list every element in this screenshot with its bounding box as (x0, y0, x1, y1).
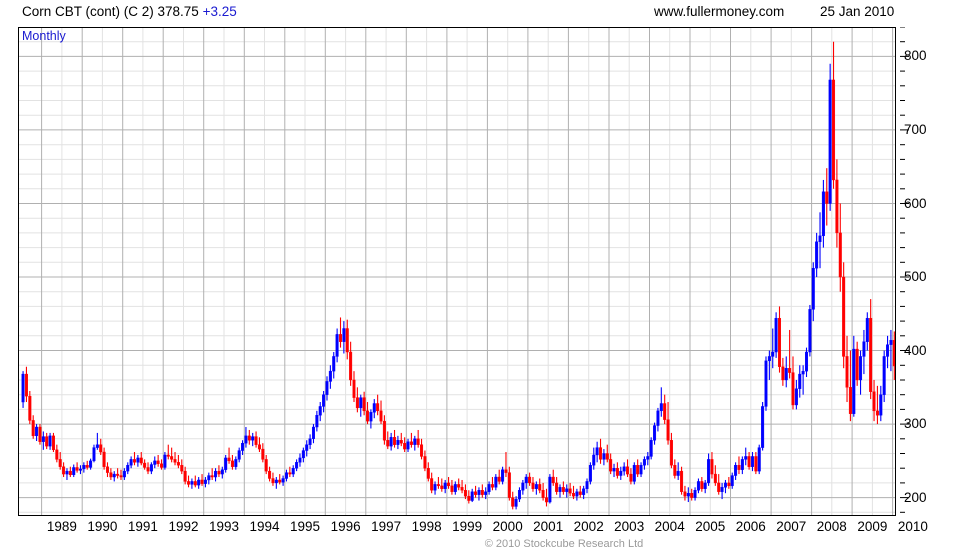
x-tick-label: 2000 (492, 519, 523, 534)
x-tick-label: 1993 (208, 519, 240, 534)
x-tick-label: 1994 (249, 519, 280, 534)
y-tick-label: 200 (904, 489, 927, 505)
x-tick-label: 2001 (533, 519, 564, 534)
y-tick-label: 700 (904, 121, 927, 137)
y-tick-label: 300 (904, 416, 927, 432)
instrument-title: Corn CBT (cont) (C 2) 378.75 +3.25 (22, 2, 237, 22)
instrument-name: Corn CBT (cont) (C 2) 378.75 (22, 4, 199, 19)
x-tick-label: 1989 (46, 519, 77, 534)
plot-frame (18, 27, 896, 516)
x-tick-label: 2004 (654, 519, 685, 534)
website-label: www.fullermoney.com (654, 4, 785, 19)
x-tick-label: 2008 (816, 519, 847, 534)
x-tick-label: 1991 (127, 519, 158, 534)
x-tick-label: 2009 (857, 519, 888, 534)
y-axis-labels: 200 300 400 500 600 700 800 (900, 0, 980, 560)
y-tick-label: 800 (904, 48, 927, 64)
grid-minor-lines (18, 27, 896, 516)
ohlc-bars (21, 41, 896, 510)
chart-date: 25 Jan 2010 (820, 4, 895, 19)
x-tick-label: 1990 (87, 519, 118, 534)
x-tick-label: 2006 (735, 519, 766, 534)
x-tick-label: 2010 (897, 519, 928, 534)
x-tick-label: 2005 (695, 519, 726, 534)
y-tick-label: 400 (904, 342, 927, 358)
x-tick-label: 1998 (411, 519, 442, 534)
x-tick-label: 1992 (168, 519, 199, 534)
copyright-notice: © 2010 Stockcube Research Ltd (0, 538, 980, 550)
x-axis-labels: 1989 1990 1991 1992 1993 1994 1995 1996 1997 1998… (0, 519, 980, 539)
price-chart-plot-area (18, 27, 896, 516)
y-tick-label: 500 (904, 269, 927, 284)
x-tick-label: 1999 (452, 519, 483, 534)
period-label: Monthly (22, 29, 66, 43)
x-tick-label: 1996 (330, 519, 361, 534)
x-tick-label: 1997 (371, 519, 402, 534)
grid-major-lines (18, 27, 896, 516)
ohlc-chart-svg (18, 27, 896, 516)
x-tick-label: 1995 (289, 519, 321, 534)
copyright-text: © 2010 Stockcube Research Ltd (484, 538, 644, 550)
x-tick-label: 2003 (614, 519, 645, 534)
x-tick-label: 2002 (573, 519, 604, 534)
x-tick-label: 2007 (776, 519, 807, 534)
price-change: +3.25 (202, 4, 237, 19)
y-tick-label: 600 (904, 195, 927, 211)
